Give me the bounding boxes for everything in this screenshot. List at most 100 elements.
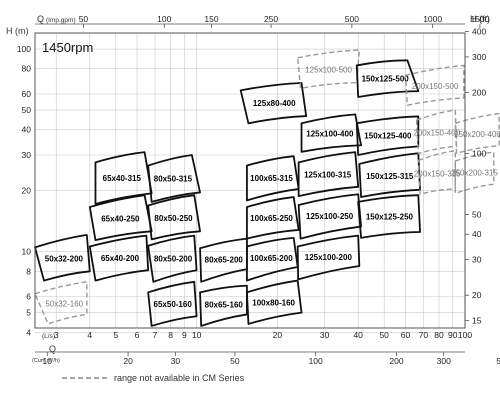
bottom-axis-2-tick-label: 30 — [171, 356, 181, 366]
pump-envelope-100x65-250 — [246, 196, 300, 240]
pump-label-80x50-200: 80x50-200 — [154, 254, 193, 263]
pump-label-150x125-500: 150x125-500 — [362, 74, 410, 83]
x-tick-label: 10 — [192, 330, 202, 340]
pump-label-250x200-400: 250x200-400 — [454, 130, 500, 139]
pump-envelope-125x100-200 — [296, 234, 361, 281]
pump-label-125x100-250: 125x100-250 — [306, 212, 354, 221]
x-tick-label: 60 — [401, 330, 411, 340]
pump-label-200x150-500: 200x150-500 — [412, 82, 459, 91]
bottom-axis-2-tick-label: 300 — [437, 356, 451, 366]
y-right-tick-label: 100 — [472, 149, 486, 159]
top-axis-unit-label: (Imp.gpm) — [46, 17, 76, 24]
y-right-tick-label: 40 — [472, 229, 482, 239]
pump-label-150x125-315: 150x125-315 — [366, 172, 414, 181]
pump-label-125x100-500: 125x100-500 — [305, 66, 352, 75]
top-axis-tick-label: 100 — [157, 14, 171, 24]
top-axis-tick-label: 150 — [204, 14, 218, 24]
top-axis-tick-label: 250 — [264, 14, 278, 24]
y-right-tick-label: 50 — [472, 210, 482, 220]
right-axis-title: H (ft) — [470, 14, 490, 24]
pump-label-100x65-250: 100x65-250 — [250, 214, 293, 223]
y-left-tick-label: 4 — [26, 327, 31, 337]
pump-envelope-100x80-160 — [246, 279, 303, 325]
pump-envelope-80x50-200 — [147, 234, 198, 283]
pump-label-80x65-200: 80x65-200 — [205, 255, 244, 264]
pump-envelope-125x100-315 — [297, 151, 360, 198]
bottom-axis-unit-label: (L/s) — [42, 333, 55, 340]
pump-label-80x65-160: 80x65-160 — [205, 301, 244, 310]
y-left-tick-label: 6 — [26, 292, 31, 302]
x-tick-label: 90 — [448, 330, 458, 340]
pump-label-80x50-250: 80x50-250 — [154, 214, 193, 223]
x-tick-label: 100 — [458, 330, 472, 340]
bottom-axis-2-tick-label: 20 — [123, 356, 133, 366]
y-left-tick-label: 80 — [22, 64, 32, 74]
pump-envelope-125x80-400 — [239, 82, 308, 125]
y-left-tick-label: 5 — [26, 308, 31, 318]
y-right-tick-label: 15 — [472, 316, 482, 326]
top-axis-tick-label: 50 — [79, 14, 89, 24]
x-tick-label: 80 — [434, 330, 444, 340]
y-right-tick-label: 30 — [472, 255, 482, 265]
y-left-tick-label: 100 — [17, 44, 31, 54]
x-tick-label: 3 — [54, 330, 59, 340]
pump-label-100x80-160: 100x80-160 — [252, 298, 295, 307]
legend: range not available in CM Series — [62, 373, 245, 383]
top-axis-q-label: Q — [37, 14, 44, 24]
pump-label-65x40-200: 65x40-200 — [101, 254, 140, 263]
bottom-axis-q-label: Q — [49, 344, 56, 354]
pump-label-200x150-315: 200x150-315 — [414, 170, 461, 179]
y-left-tick-label: 50 — [22, 105, 32, 115]
bottom-axis-2-unit-label: (Cum.m³/h) — [32, 358, 60, 364]
top-axis-tick-label: 1000 — [423, 14, 442, 24]
y-left-tick-label: 30 — [22, 150, 32, 160]
y-left-tick-label: 20 — [22, 186, 32, 196]
pump-label-50x32-160: 50x32-160 — [45, 299, 83, 308]
pump-envelope-50x32-160 — [34, 281, 88, 325]
pump-label-125x80-400: 125x80-400 — [253, 99, 296, 108]
pump-envelope-125x100-500 — [296, 49, 361, 90]
legend-label: range not available in CM Series — [114, 373, 245, 383]
pump-label-50x32-200: 50x32-200 — [45, 255, 84, 264]
x-tick-label: 70 — [419, 330, 429, 340]
pump-envelope-150x125-250 — [357, 194, 421, 239]
y-right-tick-label: 300 — [472, 52, 486, 62]
pump-curves: 50x32-160 50x32-200 65x40-200 65x40-250 65x4… — [34, 49, 500, 327]
x-tick-label: 40 — [353, 330, 363, 340]
pump-envelope-125x100-400 — [300, 113, 362, 153]
x-tick-label: 9 — [182, 330, 187, 340]
pump-envelope-80x50-250 — [147, 194, 201, 241]
x-tick-label: 4 — [87, 330, 92, 340]
x-tick-label: 6 — [135, 330, 140, 340]
top-axis-tick-label: 1500 — [470, 14, 489, 24]
x-tick-label: 5 — [113, 330, 118, 340]
y-left-tick-label: 10 — [22, 247, 32, 257]
pump-envelope-125x100-250 — [297, 193, 362, 240]
pump-label-65x40-250: 65x40-250 — [101, 214, 140, 223]
pump-envelope-150x125-500 — [355, 59, 420, 98]
pump-envelope-80x65-160 — [199, 284, 248, 327]
y-right-tick-label: 20 — [472, 290, 482, 300]
x-tick-label: 7 — [153, 330, 158, 340]
pump-label-125x100-400: 125x100-400 — [306, 130, 354, 139]
bottom-axis-2-tick-label: 10 — [43, 356, 53, 366]
pump-label-125x100-200: 125x100-200 — [305, 253, 353, 262]
pump-envelope-200x150-500 — [404, 64, 465, 106]
pump-label-200x150-400: 200x150-400 — [413, 129, 460, 138]
pump-envelope-80x50-315 — [147, 154, 201, 203]
y-left-tick-label: 40 — [22, 125, 32, 135]
pump-envelope-65x50-160 — [147, 280, 198, 327]
pump-label-150x125-400: 150x125-400 — [364, 131, 412, 140]
pump-label-80x50-315: 80x50-315 — [154, 175, 193, 184]
bottom-axis-2-tick-label: 200 — [389, 356, 403, 366]
pump-label-65x50-160: 65x50-160 — [154, 300, 193, 309]
x-tick-label: 50 — [379, 330, 389, 340]
x-tick-label: 8 — [168, 330, 173, 340]
y-right-tick-label: 400 — [472, 27, 486, 37]
bottom-axis-2-tick-label: 100 — [309, 356, 323, 366]
x-tick-label: 30 — [320, 330, 330, 340]
bottom-axis-2-tick-label: 50 — [230, 356, 240, 366]
pump-envelope-50x32-200 — [34, 233, 91, 282]
y-left-tick-label: 60 — [22, 89, 32, 99]
